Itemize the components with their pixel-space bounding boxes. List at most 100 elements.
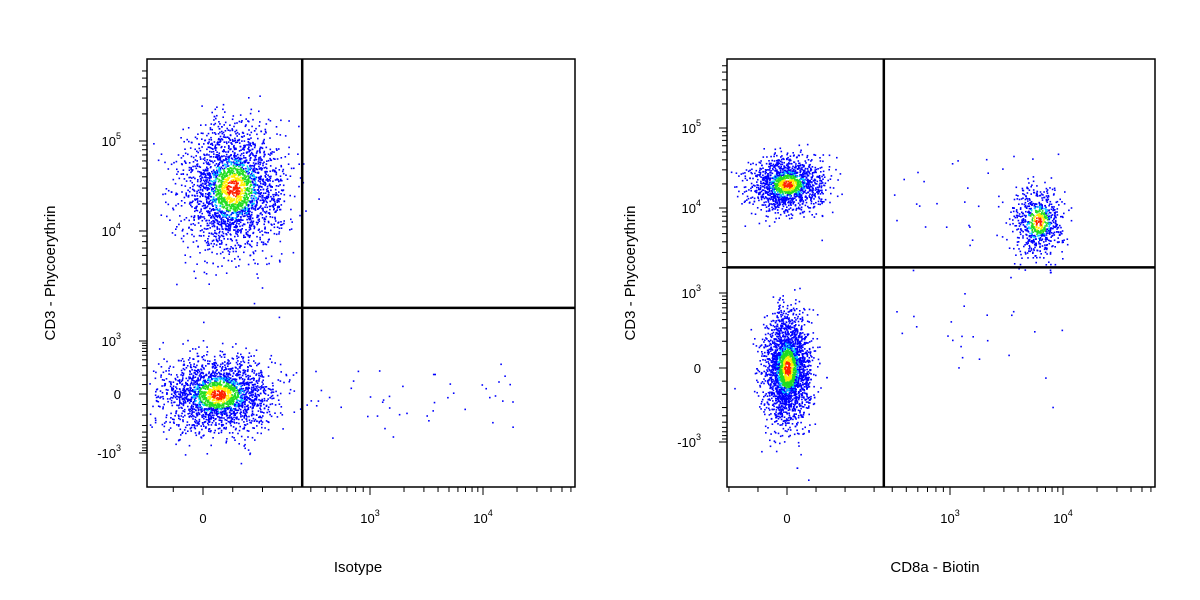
event-dot <box>209 150 211 153</box>
event-dot <box>196 209 199 212</box>
event-dot <box>221 203 224 206</box>
event-dot <box>247 167 249 169</box>
event-dot <box>198 406 200 408</box>
event-dot <box>250 399 253 401</box>
event-dot <box>240 184 242 186</box>
event-dot <box>254 209 257 211</box>
event-dot <box>207 388 209 390</box>
event-dot <box>160 374 162 376</box>
event-dot <box>239 164 241 166</box>
event-dot <box>235 343 237 345</box>
event-dot <box>216 415 219 418</box>
event-dot <box>230 419 233 422</box>
event-dot <box>193 411 195 413</box>
event-dot <box>254 189 256 191</box>
event-dot <box>199 379 201 381</box>
event-dot <box>198 405 200 407</box>
event-dot <box>237 206 239 209</box>
event-dot <box>328 396 331 399</box>
event-dot <box>240 121 243 123</box>
event-dot <box>162 395 164 398</box>
event-dot <box>216 188 219 191</box>
event-dot <box>205 426 207 428</box>
event-dot <box>245 383 248 385</box>
event-dot <box>213 115 216 118</box>
event-dot <box>192 407 194 410</box>
event-dot <box>230 424 232 427</box>
event-dot <box>198 418 201 421</box>
event-dot <box>198 346 200 348</box>
event-dot <box>238 165 241 168</box>
event-dot <box>433 401 436 404</box>
event-dot <box>169 421 171 424</box>
event-dot <box>242 360 245 362</box>
event-dot <box>226 403 228 405</box>
event-dot <box>188 412 191 415</box>
event-dot <box>222 199 225 201</box>
event-dot <box>181 191 183 193</box>
event-dot <box>203 381 206 383</box>
event-dot <box>215 191 217 193</box>
event-dot <box>219 173 222 176</box>
event-dot <box>228 146 230 148</box>
event-dot <box>188 399 190 401</box>
event-dot <box>237 395 239 397</box>
event-dot <box>254 182 257 185</box>
event-dot <box>243 201 245 204</box>
event-dot <box>224 172 226 174</box>
event-dot <box>210 136 212 139</box>
event-dot <box>207 391 210 393</box>
event-dot <box>196 137 198 140</box>
event-dot <box>263 155 265 158</box>
event-dot <box>384 427 386 430</box>
event-dot <box>262 201 265 204</box>
event-dot <box>258 416 260 419</box>
event-dot <box>176 173 178 175</box>
event-dot <box>272 397 275 400</box>
event-dot <box>202 158 205 160</box>
event-dot <box>248 217 250 220</box>
event-dot <box>290 208 292 211</box>
event-dot <box>264 197 267 199</box>
event-dot <box>226 193 228 196</box>
event-dot <box>215 379 217 381</box>
event-dot <box>188 162 191 164</box>
event-dot <box>214 178 217 180</box>
event-dot <box>229 390 231 393</box>
event-dot <box>278 259 281 262</box>
event-dot <box>239 145 242 148</box>
event-dot <box>260 205 262 207</box>
event-dot <box>235 178 238 180</box>
event-dot <box>264 226 266 229</box>
event-dot <box>214 171 216 173</box>
event-dot <box>382 399 385 401</box>
event-dot <box>244 396 246 398</box>
event-dot <box>229 381 231 384</box>
event-dot <box>222 375 225 377</box>
event-dot <box>236 363 239 366</box>
event-dot <box>209 185 212 187</box>
event-dot <box>260 146 263 149</box>
event-dot <box>235 266 237 268</box>
event-dot <box>225 233 227 235</box>
event-dot <box>237 374 239 377</box>
event-dot <box>207 210 210 212</box>
event-dot <box>250 108 253 111</box>
event-dot <box>193 395 195 398</box>
event-dot <box>230 199 233 202</box>
event-dot <box>203 227 206 230</box>
event-dot <box>207 163 209 165</box>
event-dot <box>200 437 203 439</box>
event-dot <box>250 394 252 396</box>
event-dot <box>249 402 252 404</box>
event-dot <box>258 386 260 389</box>
event-dot <box>225 386 228 389</box>
event-dot <box>249 364 251 367</box>
event-dot <box>224 200 226 203</box>
event-dot <box>287 163 290 165</box>
event-dot <box>270 415 273 418</box>
event-dot <box>225 136 227 139</box>
event-dot <box>236 160 239 162</box>
event-dot <box>215 117 217 120</box>
event-dot <box>192 185 194 188</box>
